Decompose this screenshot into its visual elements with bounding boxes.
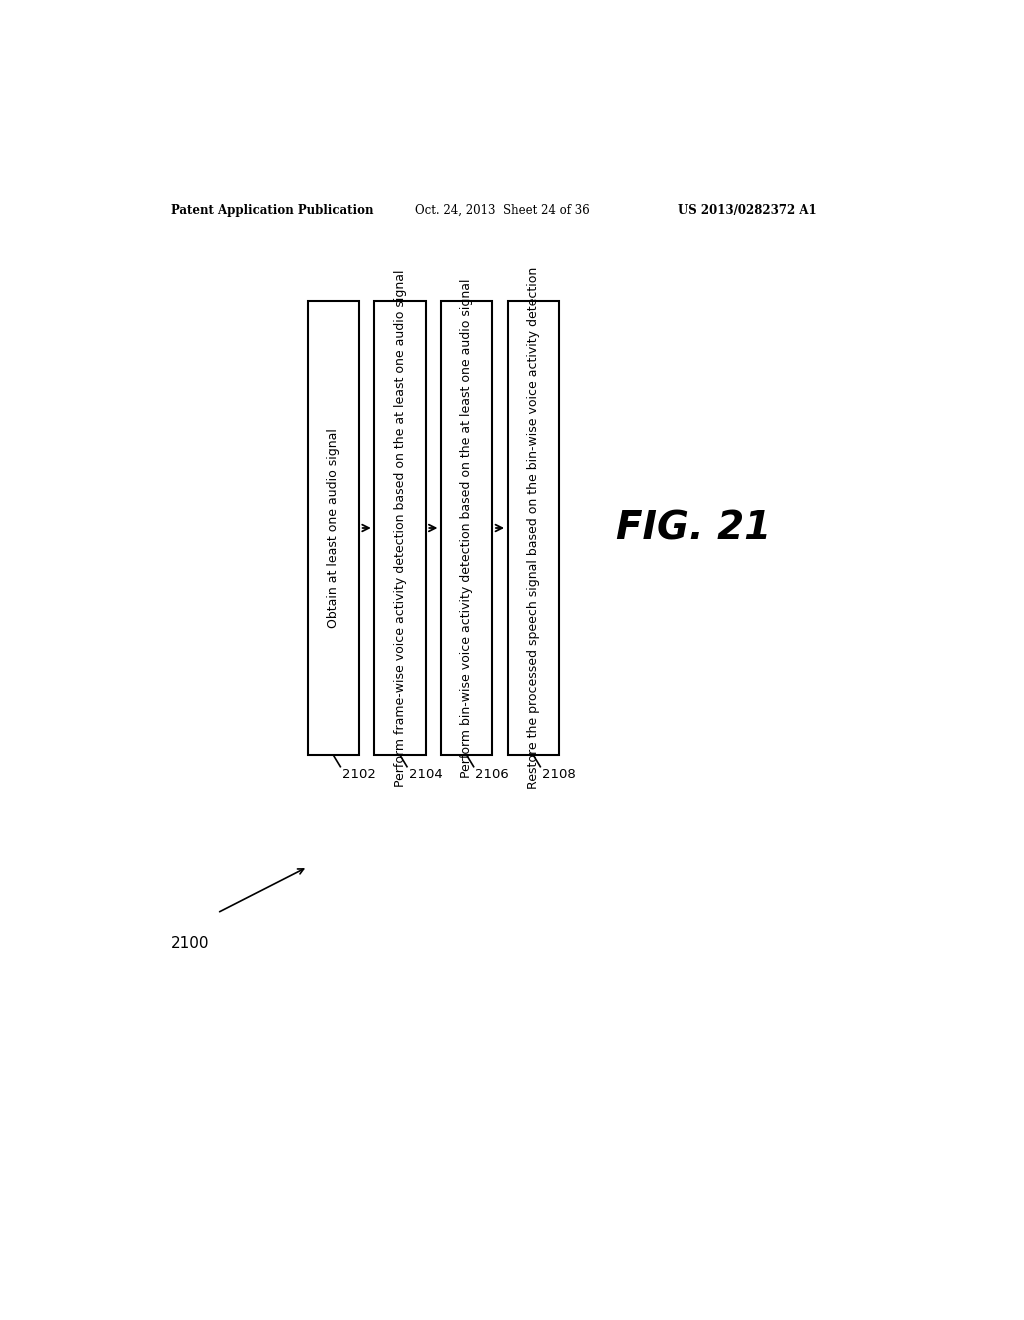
Bar <box>308 301 359 755</box>
Text: US 2013/0282372 A1: US 2013/0282372 A1 <box>678 205 817 218</box>
Text: 2106: 2106 <box>475 768 509 781</box>
Bar <box>375 301 426 755</box>
Bar <box>441 301 493 755</box>
Text: Obtain at least one audio signal: Obtain at least one audio signal <box>327 428 340 628</box>
Text: Perform frame-wise voice activity detection based on the at least one audio sign: Perform frame-wise voice activity detect… <box>393 269 407 787</box>
Text: Perform bin-wise voice activity detection based on the at least one audio signal: Perform bin-wise voice activity detectio… <box>460 279 473 777</box>
Text: Restore the processed speech signal based on the bin-wise voice activity detecti: Restore the processed speech signal base… <box>526 267 540 789</box>
Text: 2102: 2102 <box>342 768 376 781</box>
Bar <box>508 301 559 755</box>
Text: 2100: 2100 <box>171 936 209 952</box>
Text: 2104: 2104 <box>409 768 442 781</box>
Text: Oct. 24, 2013  Sheet 24 of 36: Oct. 24, 2013 Sheet 24 of 36 <box>415 205 590 218</box>
Text: FIG. 21: FIG. 21 <box>616 510 771 546</box>
Text: Patent Application Publication: Patent Application Publication <box>171 205 373 218</box>
Text: 2108: 2108 <box>542 768 575 781</box>
